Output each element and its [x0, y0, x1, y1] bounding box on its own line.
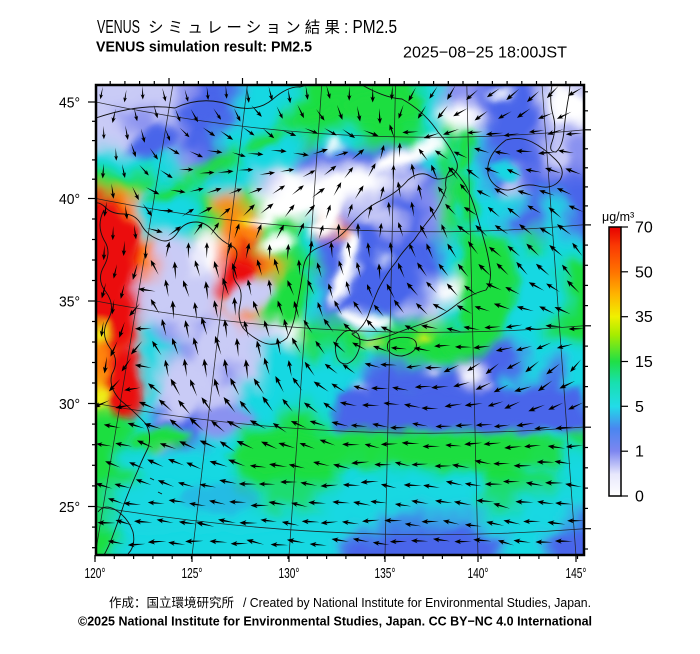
svg-text:2025−08−25 18:00JST: 2025−08−25 18:00JST: [403, 45, 567, 62]
svg-text:μg/m³: μg/m³: [602, 210, 634, 224]
svg-text:40°: 40°: [59, 191, 80, 208]
svg-text:: PM2.5: : PM2.5: [344, 17, 397, 37]
svg-text:125°: 125°: [182, 565, 203, 582]
svg-text:120°: 120°: [85, 565, 106, 582]
svg-text:35°: 35°: [59, 293, 80, 310]
svg-text:35: 35: [635, 309, 653, 326]
svg-text:VENUS: VENUS: [97, 17, 140, 37]
svg-text:145°: 145°: [566, 565, 587, 582]
svg-text:45°: 45°: [59, 94, 80, 111]
svg-text:VENUS simulation result: PM2.5: VENUS simulation result: PM2.5: [96, 40, 312, 56]
svg-text:0: 0: [635, 489, 644, 506]
svg-text:140°: 140°: [468, 565, 489, 582]
svg-text:50: 50: [635, 264, 653, 281]
svg-text:5: 5: [635, 399, 644, 416]
svg-text:©2025 National Institute for E: ©2025 National Institute for Environment…: [78, 614, 592, 629]
svg-text:15: 15: [635, 354, 653, 371]
svg-text:130°: 130°: [279, 565, 300, 582]
svg-text:30°: 30°: [59, 396, 80, 413]
svg-text:作成：国立環境研究所: 作成：国立環境研究所: [109, 595, 234, 610]
svg-text:70: 70: [635, 220, 653, 237]
svg-text:1: 1: [635, 444, 644, 461]
svg-text:25°: 25°: [59, 499, 80, 516]
svg-text:135°: 135°: [375, 565, 396, 582]
svg-text:/ Created by National Institut: / Created by National Institute for Envi…: [243, 596, 591, 610]
